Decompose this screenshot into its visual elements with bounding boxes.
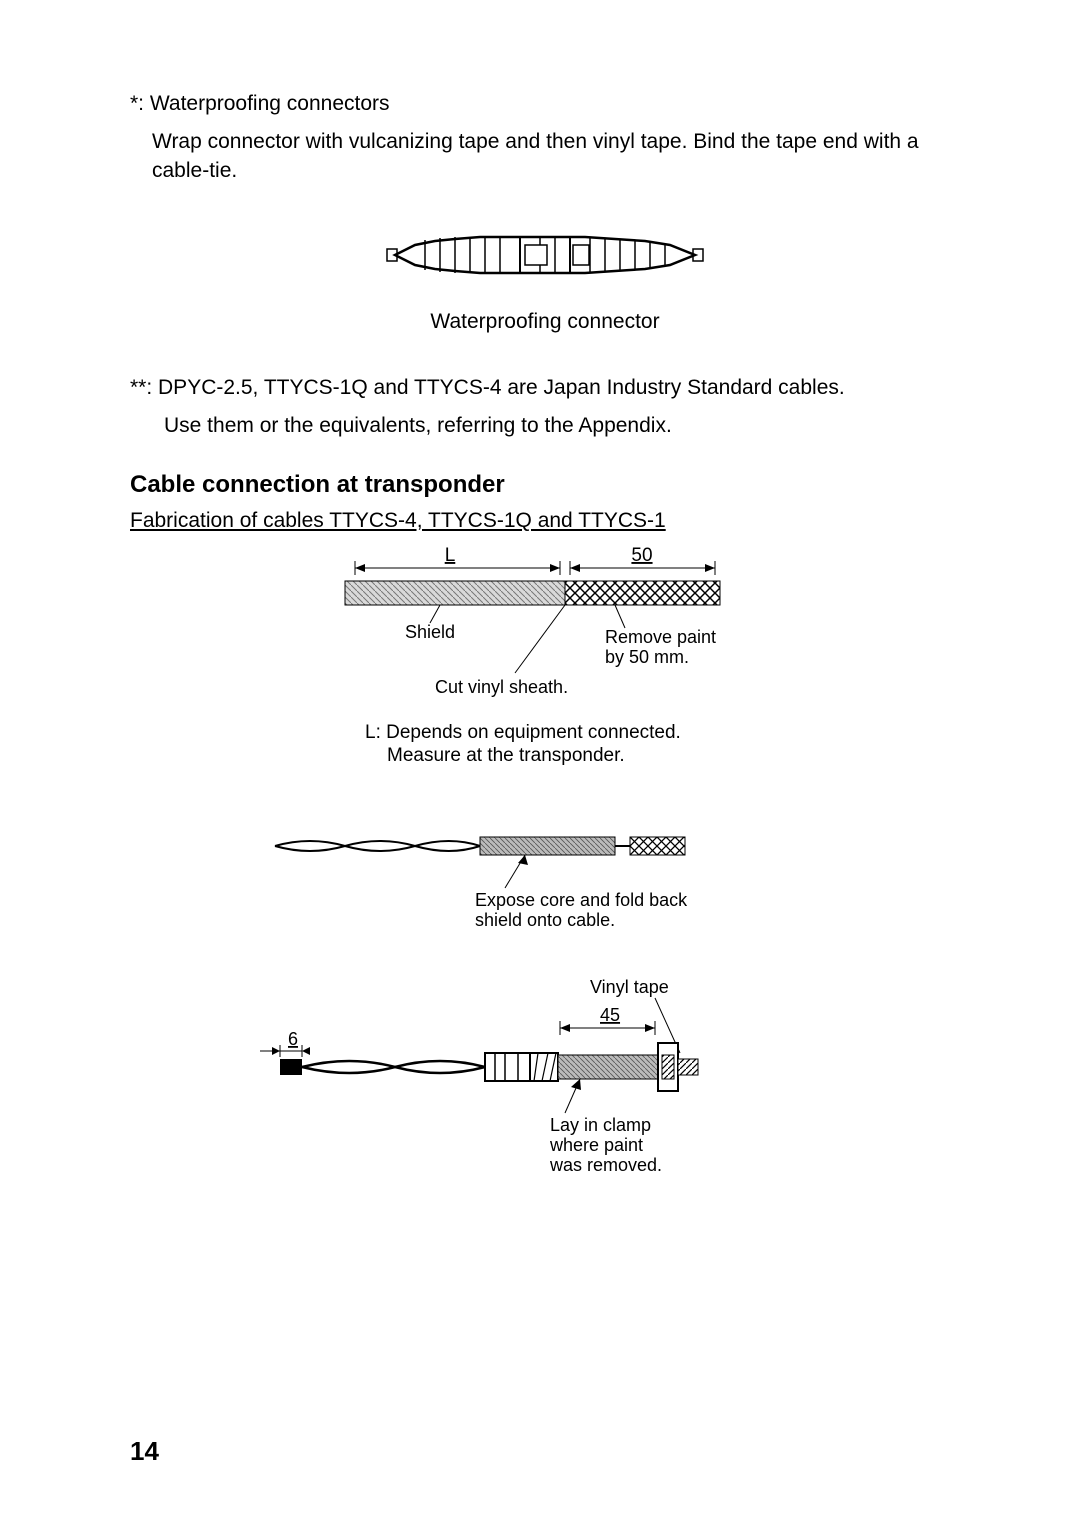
dim-L: L [445,545,456,566]
section-heading: Cable connection at transponder [130,471,960,499]
note1-text: Wrap connector with vulcanizing tape and… [152,128,960,185]
note2-marker: **: [130,376,158,399]
note2-text1: DPYC-2.5, TTYCS-1Q and TTYCS-4 are Japan… [158,376,845,399]
page: *: Waterproofing connectors Wrap connect… [0,0,1080,1527]
dim-45: 45 [600,1005,620,1025]
label-lay2: where paint [549,1135,643,1155]
waterproof-connector-svg [385,215,705,295]
label-remove1: Remove paint [605,627,716,647]
dim-50: 50 [631,545,652,566]
diagram-expose-core: Expose core and fold back shield onto ca… [270,828,960,953]
label-lay3: was removed. [549,1155,662,1175]
diagram-cable-strip: L 50 Shield Remove paint by 50 mm. Cut v… [130,543,960,788]
note1-title: Waterproofing connectors [150,92,390,115]
label-lay1: Lay in clamp [550,1115,651,1135]
diagram1-svg: L 50 Shield Remove paint by 50 mm. Cut v… [285,543,805,783]
figure1-caption: Waterproofing connector [130,310,960,334]
label-remove2: by 50 mm. [605,647,689,667]
diagram-clamp: Vinyl tape 45 6 [260,973,960,1198]
note2-line2: Use them or the equivalents, referring t… [164,412,960,440]
section-subheading: Fabrication of cables TTYCS-4, TTYCS-1Q … [130,509,960,533]
diagram2-svg: Expose core and fold back shield onto ca… [270,828,790,948]
page-number: 14 [130,1436,159,1467]
label-Lnote1: L: Depends on equipment connected. [365,722,681,743]
diagram3-svg: Vinyl tape 45 6 [260,973,820,1193]
label-shield: Shield [405,622,455,642]
label-expose1: Expose core and fold back [475,890,688,910]
dim-6: 6 [288,1029,298,1049]
figure-waterproof-connector: Waterproofing connector [130,215,960,334]
label-expose2: shield onto cable. [475,910,615,930]
label-vinyltape: Vinyl tape [590,977,669,997]
note1-line: *: Waterproofing connectors [130,90,960,118]
note2-line1: **: DPYC-2.5, TTYCS-1Q and TTYCS-4 are J… [130,374,960,402]
label-Lnote2: Measure at the transponder. [387,745,625,766]
note1-marker: *: [130,92,150,115]
label-cutvinyl: Cut vinyl sheath. [435,677,568,697]
